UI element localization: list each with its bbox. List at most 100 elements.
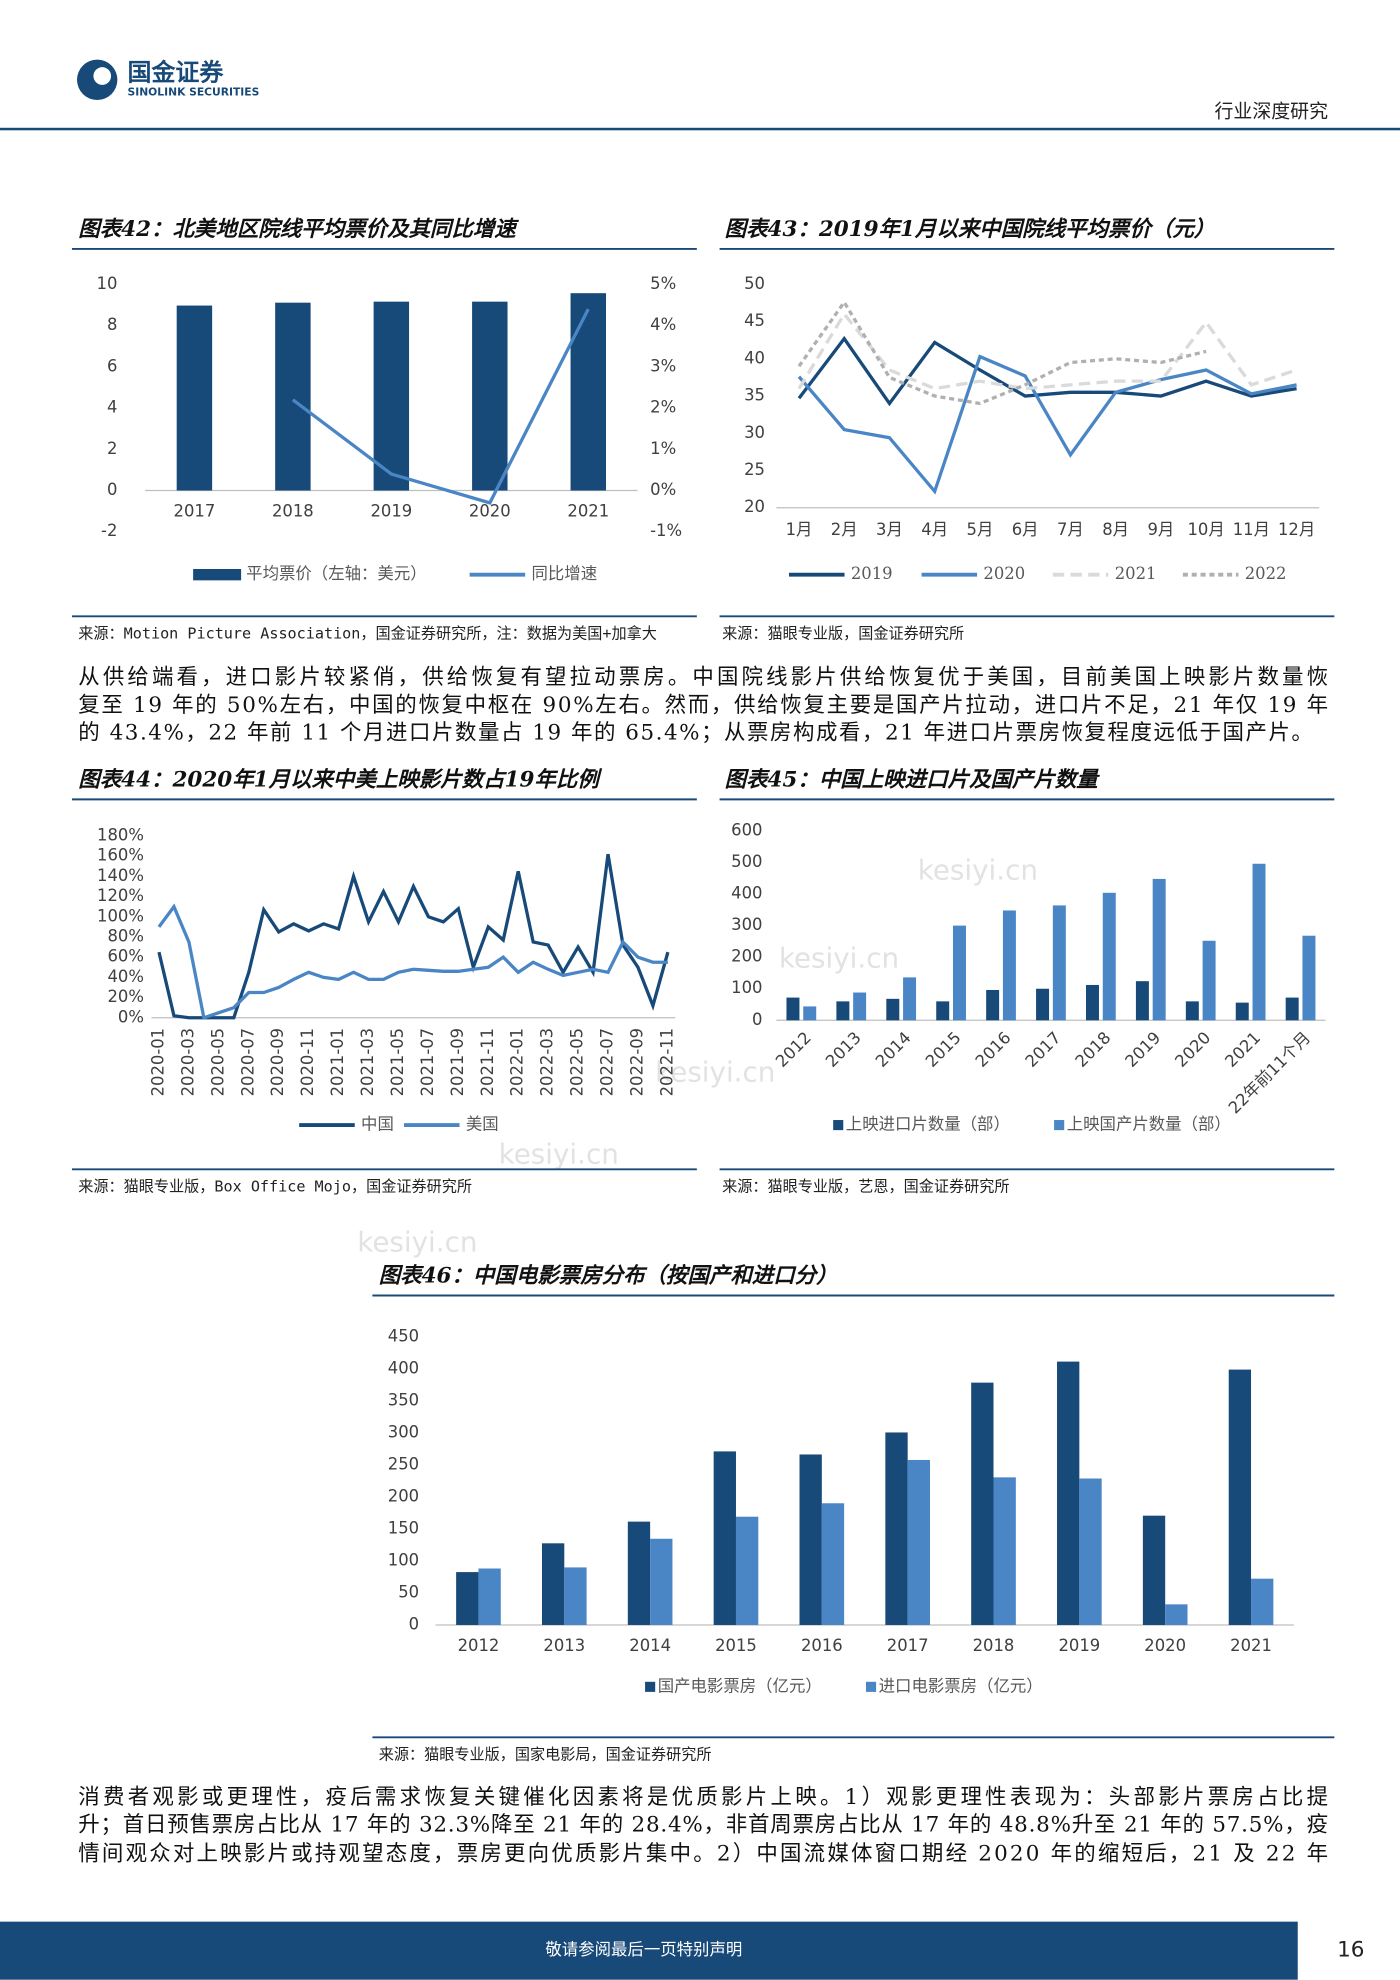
- y2-tick-label: 3%: [650, 356, 676, 375]
- x-tick-label: 10月: [1187, 520, 1224, 539]
- x-tick-label: 2021: [567, 501, 609, 520]
- y-tick-label: 40: [744, 348, 765, 367]
- legend-swatch: [193, 568, 242, 581]
- x-tick-label: 2020-07: [238, 1028, 257, 1097]
- bar: [650, 1538, 673, 1625]
- x-tick-label: 2019: [370, 501, 412, 520]
- y-tick-label: 0: [107, 480, 117, 499]
- watermark: kesiyi.cn: [779, 942, 899, 975]
- bar: [1202, 940, 1216, 1021]
- y-tick-label: 30: [744, 423, 765, 442]
- bar: [1302, 935, 1316, 1021]
- line-series: [797, 311, 1298, 391]
- bar: [885, 1432, 908, 1625]
- footer-band: [0, 1921, 1298, 1980]
- x-tick-label: 2021-01: [328, 1028, 347, 1097]
- y-tick-label: 450: [388, 1327, 419, 1346]
- x-tick-label: 2020: [1144, 1636, 1186, 1655]
- brand: 国金证券: [128, 58, 225, 86]
- bar: [1252, 863, 1266, 1021]
- y-tick-label: 600: [731, 820, 762, 839]
- legend-label: 进口电影票房（亿元）: [879, 1676, 1043, 1695]
- legend-swatch: [1054, 1120, 1065, 1131]
- bar: [1085, 984, 1099, 1021]
- x-tick-label: 2022-01: [508, 1028, 527, 1097]
- x-tick-label: 6月: [1012, 520, 1039, 539]
- bar: [373, 301, 410, 491]
- x-tick-label: 2020: [469, 501, 511, 520]
- y-tick-label: 500: [731, 852, 762, 871]
- chart-title: 图表42：北美地区院线平均票价及其同比增速: [78, 217, 519, 242]
- x-tick-label: 2019: [1121, 1028, 1164, 1071]
- bar: [735, 1516, 759, 1625]
- footer: 敬请参阅最后一页特别声明 16: [0, 1921, 1364, 1980]
- x-tick-label: 2012: [458, 1636, 500, 1655]
- y-tick-label: 100%: [97, 906, 144, 925]
- header-rule: [0, 127, 1400, 131]
- y-tick-label: 4: [107, 398, 117, 417]
- bar: [1251, 1578, 1274, 1625]
- bar: [836, 1001, 850, 1021]
- text-line: 的 43.4%，22 年前 11 个月进口片数量占 19 年的 65.4%；从票…: [78, 721, 1313, 746]
- y-tick-label: 400: [388, 1359, 419, 1378]
- x-tick-label: 12月: [1278, 520, 1315, 539]
- y-tick-label: 6: [107, 356, 117, 375]
- y-tick-label: 35: [744, 386, 765, 405]
- chart-title: 图表46：中国电影票房分布（按国产和进口分）: [379, 1264, 838, 1289]
- y-tick-label: 20%: [107, 987, 143, 1006]
- paragraph: 从供给端看，进口影片较紧俏，供给恢复有望拉动票房。中国院线影片供给恢复优于美国，…: [78, 665, 1328, 746]
- source: 来源：Motion Picture Association，国金证券研究所，注：…: [78, 625, 657, 643]
- bar: [986, 990, 1000, 1021]
- y-tick-label: -2: [101, 521, 117, 540]
- x-tick-label: 2020-05: [208, 1028, 227, 1097]
- footer-notice: 敬请参阅最后一页特别声明: [545, 1940, 742, 1959]
- x-tick-label: 2021-05: [388, 1028, 407, 1097]
- bar: [952, 925, 966, 1021]
- x-tick-label: 2017: [1022, 1028, 1065, 1071]
- y2-tick-label: 2%: [650, 398, 676, 417]
- watermark: kesiyi.cn: [655, 1055, 775, 1088]
- x-tick-label: 2013: [822, 1028, 865, 1071]
- x-tick-label: 2017: [887, 1636, 929, 1655]
- watermarks: kesiyi.cn kesiyi.cn kesiyi.cn kesiyi.cn …: [357, 853, 1038, 1258]
- legend-label: 上映进口片数量（部）: [846, 1115, 1010, 1134]
- x-tick-label: 2022-11: [657, 1028, 676, 1097]
- bar: [478, 1568, 501, 1625]
- x-tick-label: 2013: [543, 1636, 585, 1655]
- x-tick-label: 2012: [772, 1028, 815, 1071]
- x-tick-label: 2020: [1171, 1028, 1214, 1071]
- x-tick-label: 2016: [801, 1636, 843, 1655]
- y-tick-label: 250: [388, 1455, 419, 1474]
- bar: [1165, 1604, 1188, 1625]
- logo-inner: [93, 67, 112, 85]
- y-tick-label: 25: [744, 460, 765, 479]
- chart-title: 图表44：2020年1月以来中美上映影片数占19年比例: [78, 767, 602, 792]
- legend-swatch: [866, 1681, 877, 1692]
- y-tick-label: 150: [388, 1519, 419, 1538]
- x-tick-label: 2020-09: [268, 1028, 287, 1097]
- bar: [907, 1459, 930, 1625]
- bar: [176, 305, 213, 491]
- brand-en: SINOLINK SECURITIES: [128, 85, 260, 98]
- bar: [1052, 905, 1066, 1021]
- y-tick-label: 20: [744, 497, 765, 516]
- y-tick-label: 0%: [118, 1007, 144, 1026]
- x-tick-label: 2021-07: [418, 1028, 437, 1097]
- legend-label: 同比增速: [531, 564, 597, 583]
- x-tick-label: 2017: [174, 501, 216, 520]
- bar: [1002, 910, 1016, 1021]
- x-tick-label: 1月: [786, 520, 813, 539]
- x-tick-label: 2015: [715, 1636, 757, 1655]
- x-tick-label: 2021-09: [448, 1028, 467, 1097]
- bar: [971, 1382, 994, 1625]
- legend-label: 美国: [466, 1115, 499, 1134]
- x-tick-label: 2015: [922, 1028, 965, 1071]
- y-tick-label: 50: [744, 274, 765, 293]
- y-tick-label: 160%: [97, 846, 144, 865]
- bar: [786, 997, 800, 1021]
- bar: [541, 1543, 565, 1625]
- legend-swatch: [833, 1120, 844, 1131]
- x-tick-label: 2022-03: [538, 1028, 557, 1097]
- y-tick-label: 0: [752, 1010, 762, 1029]
